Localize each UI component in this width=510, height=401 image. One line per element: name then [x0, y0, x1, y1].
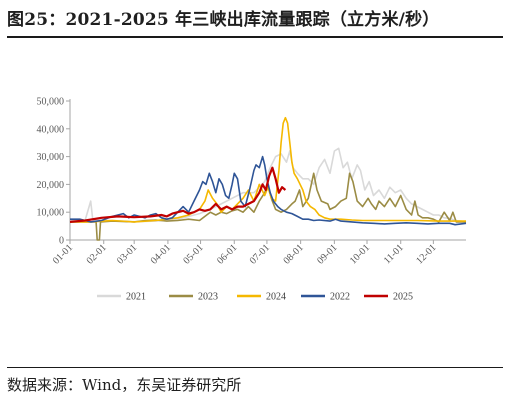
x-axis: 01-01 02-01 03-01 04-01 05-01 06-01 07-01 08-01… — [51, 239, 466, 267]
x-tick-label: 10-01 — [348, 242, 372, 266]
data-source-note: 数据来源：Wind，东吴证券研究所 — [7, 376, 242, 394]
x-tick-label: 04-01 — [149, 242, 173, 266]
series-line-2024 — [70, 116, 466, 223]
series-line-2025 — [69, 166, 287, 223]
x-tick-label: 12-01 — [414, 242, 438, 266]
x-tick-label: 05-01 — [181, 242, 205, 266]
x-tick-label: 03-01 — [115, 242, 139, 266]
legend-label: 2025 — [393, 292, 413, 303]
legend: 2021 2023 2024 2022 2025 — [97, 292, 413, 303]
x-tick-label: 06-01 — [215, 242, 239, 266]
y-tick-label: 0 — [59, 236, 64, 247]
y-tick-label: 30,000 — [37, 152, 65, 163]
y-tick-label: 40,000 — [37, 124, 65, 135]
figure-title: 图25：2021-2025 年三峡出库流量跟踪（立方米/秒） — [7, 10, 440, 30]
y-tick-label: 20,000 — [37, 180, 65, 191]
legend-label: 2022 — [330, 292, 350, 303]
x-tick-label: 09-01 — [315, 242, 339, 266]
x-tick-label: 08-01 — [281, 242, 305, 266]
legend-label: 2021 — [126, 292, 146, 303]
y-tick-label: 50,000 — [37, 97, 65, 108]
series-line-2022 — [70, 155, 467, 226]
footer-rule — [7, 367, 503, 368]
y-tick-label: 10,000 — [37, 208, 65, 219]
y-axis: 0 10,000 20,000 30,000 40,000 50,000 — [37, 97, 71, 247]
title-rule — [7, 36, 503, 38]
series-line-2023 — [70, 172, 466, 241]
x-tick-label: 11-01 — [382, 242, 406, 266]
x-tick-label: 07-01 — [248, 242, 272, 266]
legend-label: 2023 — [198, 292, 218, 303]
plot-area — [69, 116, 467, 241]
legend-label: 2024 — [266, 292, 286, 303]
x-tick-label: 02-01 — [85, 242, 109, 266]
x-tick-label: 01-01 — [51, 242, 75, 266]
